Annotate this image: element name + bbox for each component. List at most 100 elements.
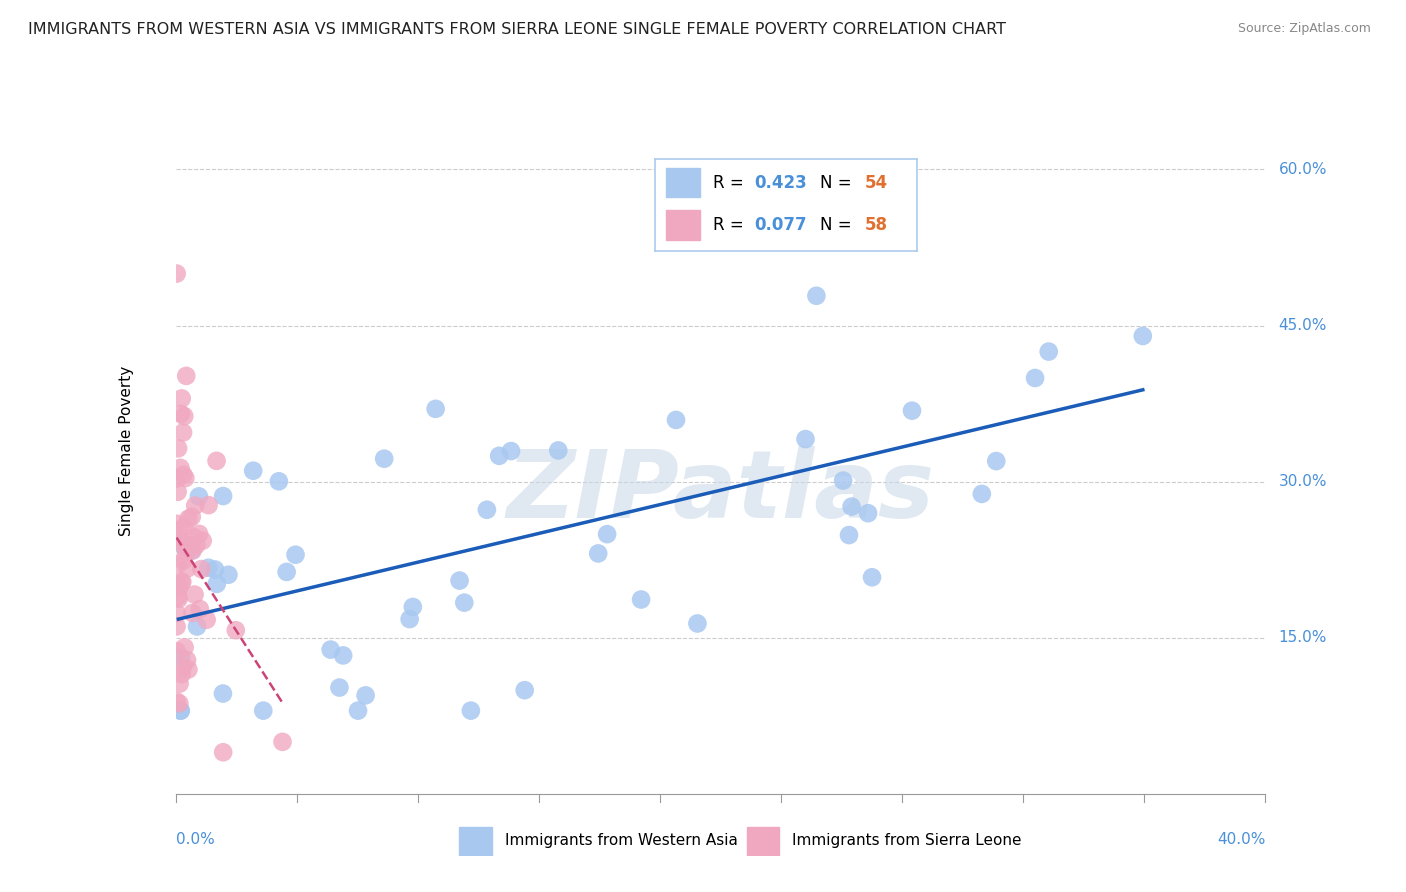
Point (197, 498, 219, 512)
Point (172, 425, 194, 440)
Text: IMMIGRANTS FROM WESTERN ASIA VS IMMIGRANTS FROM SIERRA LEONE SINGLE FEMALE POVER: IMMIGRANTS FROM WESTERN ASIA VS IMMIGRAN… (28, 22, 1007, 37)
Point (166, 267, 188, 281)
Point (169, 676, 191, 690)
Point (832, 474, 855, 488)
Point (181, 543, 204, 558)
Bar (747, 827, 779, 855)
Point (173, 537, 195, 551)
Text: 0.423: 0.423 (755, 174, 807, 192)
Point (181, 543, 204, 558)
Text: 40.0%: 40.0% (1218, 831, 1265, 847)
Point (188, 602, 211, 616)
Point (173, 640, 195, 655)
Point (901, 403, 924, 417)
Point (665, 413, 688, 427)
Text: 0.0%: 0.0% (176, 831, 215, 847)
Point (166, 516, 188, 531)
Point (204, 562, 226, 576)
Point (177, 663, 200, 677)
Point (547, 443, 569, 458)
Point (170, 704, 193, 718)
Point (475, 502, 498, 516)
Point (841, 500, 863, 514)
Point (172, 553, 194, 567)
Point (205, 577, 228, 591)
Bar (665, 211, 700, 240)
Point (686, 616, 709, 631)
Point (170, 575, 193, 590)
Point (187, 490, 209, 504)
Point (205, 454, 228, 468)
Point (186, 619, 208, 633)
Text: 30.0%: 30.0% (1278, 475, 1327, 489)
Point (856, 506, 879, 520)
Text: 15.0%: 15.0% (1278, 631, 1327, 645)
Point (986, 454, 1008, 468)
Point (184, 499, 207, 513)
Point (488, 449, 510, 463)
Point (172, 660, 194, 674)
Point (373, 451, 395, 466)
Point (586, 546, 609, 560)
Point (172, 467, 194, 482)
Point (174, 368, 197, 383)
Point (354, 689, 377, 703)
Text: N =: N = (820, 174, 856, 192)
Point (1038, 344, 1060, 359)
Point (190, 562, 212, 576)
Point (630, 592, 652, 607)
Point (252, 704, 274, 718)
Point (166, 619, 188, 633)
Point (328, 681, 350, 695)
Point (453, 596, 475, 610)
Point (170, 650, 193, 665)
Point (449, 574, 471, 588)
Text: R =: R = (713, 217, 749, 235)
Point (166, 694, 188, 708)
Point (685, 204, 707, 219)
Point (183, 530, 205, 544)
Text: N =: N = (820, 217, 856, 235)
Text: 54: 54 (865, 174, 887, 192)
Point (170, 392, 193, 406)
Text: Single Female Poverty: Single Female Poverty (120, 366, 134, 535)
Text: 60.0%: 60.0% (1278, 162, 1327, 177)
Point (174, 471, 197, 485)
Point (860, 570, 883, 584)
Point (166, 606, 188, 620)
Point (225, 624, 247, 638)
Text: 45.0%: 45.0% (1278, 318, 1327, 333)
Point (174, 537, 197, 551)
Point (186, 538, 208, 552)
Point (174, 544, 197, 558)
Text: Immigrants from Sierra Leone: Immigrants from Sierra Leone (793, 833, 1022, 848)
Point (398, 612, 420, 626)
Point (176, 561, 198, 575)
Point (806, 289, 828, 303)
Text: 58: 58 (865, 217, 887, 235)
Point (166, 484, 188, 499)
Text: R =: R = (713, 174, 749, 192)
Point (212, 687, 235, 701)
Point (242, 464, 264, 478)
Point (181, 606, 204, 620)
Point (838, 528, 860, 542)
Point (402, 599, 425, 614)
Point (217, 567, 239, 582)
Point (169, 697, 191, 711)
Bar (460, 827, 492, 855)
Point (460, 704, 482, 718)
Point (794, 432, 817, 446)
Point (170, 667, 193, 681)
Point (183, 588, 205, 602)
Point (284, 548, 307, 562)
Point (319, 642, 342, 657)
Point (188, 526, 211, 541)
Point (1024, 371, 1046, 385)
Point (170, 407, 193, 421)
Point (267, 475, 290, 489)
Point (191, 533, 214, 548)
Point (347, 704, 370, 718)
Point (166, 558, 188, 573)
Point (169, 523, 191, 537)
